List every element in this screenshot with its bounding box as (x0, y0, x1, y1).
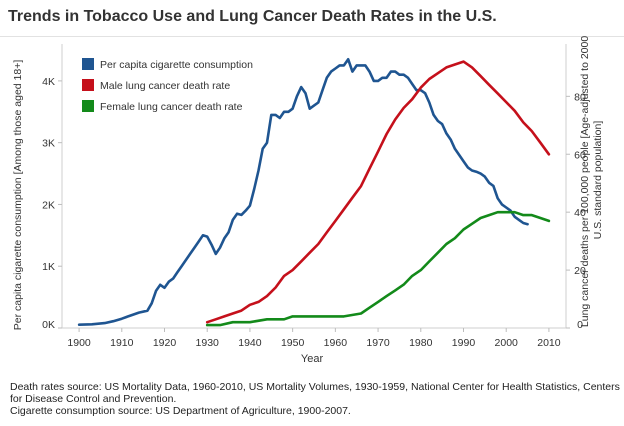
y-axis-left-label: Per capita cigarette consumption [Among … (12, 60, 24, 331)
legend-label-per-capita-cigarette-consumption: Per capita cigarette consumption (100, 59, 253, 71)
series-line-per-capita-cigarette-consumption (77, 58, 529, 326)
y-left-tick-label: 0K (42, 319, 55, 331)
x-axis-label: Year (301, 353, 324, 365)
x-tick-label: 2000 (495, 337, 519, 349)
x-tick-label: 1980 (409, 337, 433, 349)
y-right-tick-label: 60 (574, 149, 586, 161)
series-lines (77, 58, 551, 327)
legend: Per capita cigarette consumption Male lun… (82, 58, 253, 113)
y-right-tick-label: 80 (574, 91, 586, 103)
x-tick-label: 1970 (366, 337, 390, 349)
x-tick-label: 1990 (452, 337, 476, 349)
legend-label-female-lung-cancer-death-rate: Female lung cancer death rate (100, 101, 243, 113)
y-right-tick-label: 20 (574, 265, 586, 277)
legend-swatch-per-capita-cigarette-consumption (82, 58, 94, 70)
x-tick-label: 1910 (110, 337, 134, 349)
y-axis-right-label-line1: Lung cancer deaths per 100,000 people [A… (579, 36, 591, 327)
y-right-tick-label: 0 (577, 319, 583, 331)
x-tick-label: 1960 (324, 337, 348, 349)
y-left-tick-label: 4K (42, 76, 55, 88)
y-left-tick-label: 1K (42, 261, 55, 273)
legend-swatch-female-lung-cancer-death-rate (82, 100, 94, 112)
title-divider (0, 36, 624, 37)
legend-label-male-lung-cancer-death-rate: Male lung cancer death rate (100, 80, 230, 92)
axes: 1900 1910 1920 1930 1940 1950 1960 1970 1980 1990… (42, 44, 586, 349)
x-tick-label: 1930 (196, 337, 220, 349)
x-tick-label: 1900 (67, 337, 91, 349)
y-axis-right-label-line2: U.S. standard population] (592, 121, 604, 240)
series-line-female-lung-cancer-death-rate (205, 210, 551, 327)
chart-title: Trends in Tobacco Use and Lung Cancer De… (8, 8, 497, 25)
x-tick-label: 1920 (153, 337, 177, 349)
y-right-tick-label: 40 (574, 207, 586, 219)
footnote-consumption-source: Cigarette consumption source: US Departm… (10, 405, 351, 417)
footnote-death-rates-source: Death rates source: US Mortality Data, 1… (10, 381, 620, 405)
line-chart: 1900 1910 1920 1930 1940 1950 1960 1970 1980 1990… (12, 33, 604, 365)
footnotes: Death rates source: US Mortality Data, 1… (10, 381, 620, 417)
x-tick-label: 2010 (537, 337, 561, 349)
y-left-tick-label: 3K (42, 138, 55, 150)
legend-swatch-male-lung-cancer-death-rate (82, 79, 94, 91)
y-axis-right-label: Lung cancer deaths per 100,000 people [A… (579, 33, 604, 327)
series-line-male-lung-cancer-death-rate (205, 60, 551, 324)
x-tick-label: 1940 (238, 337, 262, 349)
x-tick-label: 1950 (281, 337, 305, 349)
y-left-tick-label: 2K (42, 199, 55, 211)
